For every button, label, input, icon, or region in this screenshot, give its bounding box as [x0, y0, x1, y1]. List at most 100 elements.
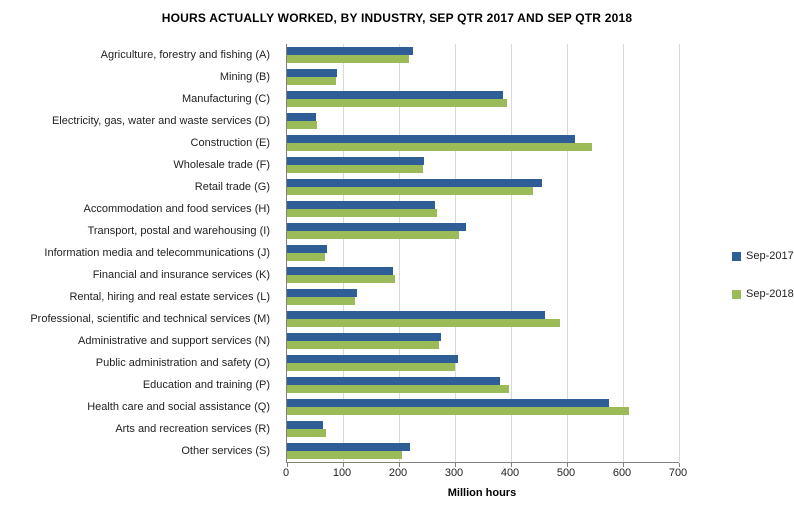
bar-sep-2017: [287, 245, 328, 253]
bar-sep-2017: [287, 157, 425, 165]
bar-group: [287, 154, 679, 176]
bar-sep-2018: [287, 341, 440, 349]
tick-mark: [287, 463, 288, 467]
x-tick-label: 700: [668, 467, 688, 479]
tick-mark: [567, 463, 568, 467]
x-tick-label: 100: [332, 467, 352, 479]
bar-sep-2018: [287, 209, 438, 217]
bar-sep-2018: [287, 319, 560, 327]
legend-label: Sep-2018: [746, 288, 794, 300]
bar-sep-2017: [287, 201, 436, 209]
bar-group: [287, 374, 679, 396]
category-label: Health care and social assistance (Q): [87, 401, 270, 413]
legend-swatch: [732, 289, 741, 299]
bar-group: [287, 88, 679, 110]
bar-sep-2018: [287, 429, 327, 437]
category-label: Arts and recreation services (R): [115, 423, 270, 435]
plot-area: [286, 44, 680, 467]
category-label: Education and training (P): [142, 379, 270, 391]
gridline: [455, 44, 456, 462]
legend-label: Sep-2017: [746, 250, 794, 262]
bar-sep-2017: [287, 421, 323, 429]
category-label: Mining (B): [219, 71, 270, 83]
bar-sep-2017: [287, 289, 357, 297]
bar-sep-2018: [287, 231, 460, 239]
category-labels: Agriculture, forestry and fishing (A) Min…: [0, 44, 278, 462]
bar-sep-2018: [287, 275, 396, 283]
bar-group: [287, 440, 679, 462]
x-tick-label: 0: [282, 467, 290, 479]
category-label: Manufacturing (C): [181, 93, 270, 105]
bar-group: [287, 264, 679, 286]
bar-sep-2018: [287, 407, 629, 415]
tick-mark: [679, 463, 680, 467]
bar-sep-2018: [287, 385, 509, 393]
bar-sep-2017: [287, 399, 609, 407]
bar-sep-2018: [287, 363, 455, 371]
bar-group: [287, 330, 679, 352]
category-label: Professional, scientific and technical s…: [30, 313, 270, 325]
bar-sep-2017: [287, 69, 338, 77]
gridline: [399, 44, 400, 462]
category-label: Wholesale trade (F): [173, 159, 270, 171]
category-label: Transport, postal and warehousing (I): [87, 225, 270, 237]
bar-sep-2017: [287, 113, 317, 121]
bar-group: [287, 242, 679, 264]
bar-sep-2018: [287, 55, 410, 63]
bar-sep-2017: [287, 333, 441, 341]
gridline: [567, 44, 568, 462]
bar-sep-2018: [287, 99, 507, 107]
bar-sep-2018: [287, 77, 337, 85]
bar-sep-2018: [287, 297, 355, 305]
gridline: [511, 44, 512, 462]
bar-sep-2017: [287, 267, 394, 275]
bar-sep-2017: [287, 311, 545, 319]
legend-item: Sep-2017: [732, 250, 794, 262]
bar-group: [287, 308, 679, 330]
category-label: Rental, hiring and real estate services …: [69, 291, 270, 303]
bar-sep-2017: [287, 223, 467, 231]
category-label: Agriculture, forestry and fishing (A): [100, 49, 270, 61]
category-label: Retail trade (G): [194, 181, 270, 193]
bar-group: [287, 66, 679, 88]
category-label: Accommodation and food services (H): [83, 203, 270, 215]
legend: Sep-2017 Sep-2018: [732, 250, 794, 326]
bar-group: [287, 352, 679, 374]
gridline: [343, 44, 344, 462]
bar-group: [287, 220, 679, 242]
bar-sep-2017: [287, 443, 411, 451]
category-label: Public administration and safety (O): [95, 357, 270, 369]
category-label: Administrative and support services (N): [78, 335, 270, 347]
x-tick-label: 300: [444, 467, 464, 479]
legend-item: Sep-2018: [732, 288, 794, 300]
bar-sep-2018: [287, 165, 424, 173]
bar-sep-2017: [287, 355, 458, 363]
tick-mark: [399, 463, 400, 467]
bar-group: [287, 44, 679, 66]
tick-mark: [343, 463, 344, 467]
tick-mark: [623, 463, 624, 467]
x-tick-label: 400: [500, 467, 520, 479]
bar-sep-2017: [287, 179, 542, 187]
bar-sep-2018: [287, 451, 402, 459]
category-label: Other services (S): [181, 445, 270, 457]
bar-sep-2018: [287, 187, 534, 195]
legend-swatch: [732, 251, 741, 261]
x-ticks: 0 100 200 300 400 500 600 700: [282, 467, 687, 480]
x-tick-label: 600: [612, 467, 632, 479]
bar-sep-2017: [287, 377, 500, 385]
x-tick-label: 500: [556, 467, 576, 479]
bar-sep-2018: [287, 121, 318, 129]
category-label: Construction (E): [190, 137, 270, 149]
bar-group: [287, 198, 679, 220]
category-label: Financial and insurance services (K): [92, 269, 270, 281]
bar-group: [287, 286, 679, 308]
bar-sep-2017: [287, 91, 503, 99]
bar-group: [287, 176, 679, 198]
bar-sep-2018: [287, 253, 325, 261]
bar-sep-2018: [287, 143, 593, 151]
gridline: [679, 44, 680, 462]
tick-mark: [455, 463, 456, 467]
category-label: Electricity, gas, water and waste servic…: [51, 115, 270, 127]
